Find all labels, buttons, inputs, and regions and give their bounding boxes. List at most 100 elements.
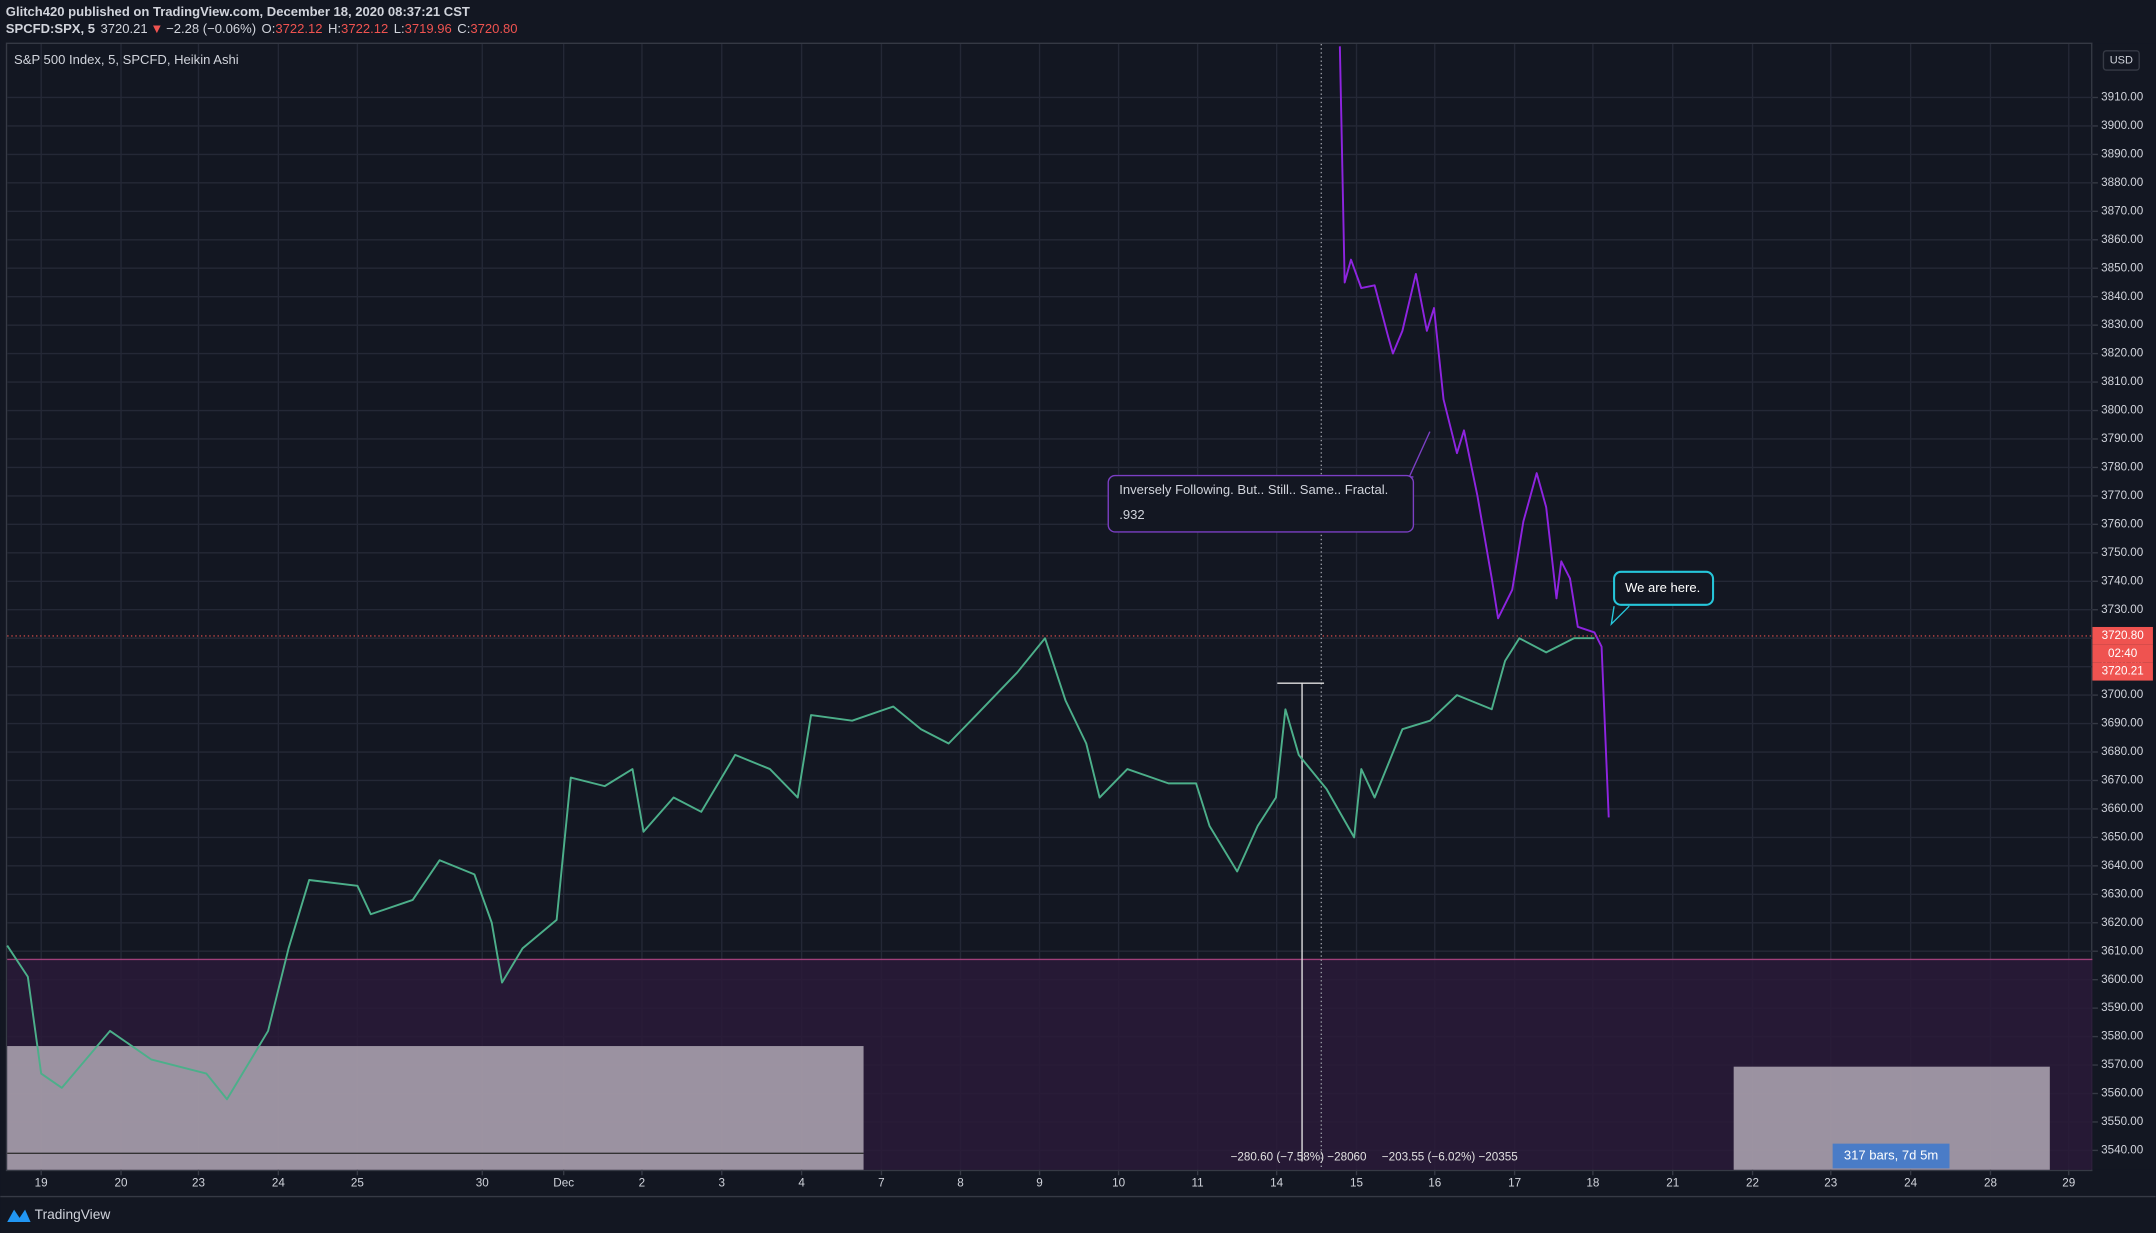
here-box [1613,570,1715,606]
grey-box-left [7,1046,864,1170]
l-value: 3719.96 [405,22,452,37]
y-tick-label: 3830.00 [2101,318,2144,331]
y-tick-label: 3640.00 [2101,859,2144,872]
logo [7,1209,31,1223]
change: −2.28 (−0.06%) [166,22,256,37]
x-tick-label: 24 [1904,1177,1917,1190]
x-tick-label: 19 [35,1177,48,1190]
y-tick-label: 3620.00 [2101,916,2144,929]
y-tick-label: 3610.00 [2101,944,2144,957]
y-tick-label: 3680.00 [2101,745,2144,758]
x-tick-label: 22 [1746,1177,1759,1190]
range-text: 317 bars, 7d 5m [1844,1147,1938,1162]
h-label: H: [328,22,341,37]
x-tick-label: 28 [1984,1177,1997,1190]
y-tick-label: 3630.00 [2101,887,2144,900]
series-layer [6,46,2093,1101]
here-text: We are here. [1625,580,1700,595]
range-box [1832,1143,1950,1169]
x-tick-label: 15 [1350,1177,1363,1190]
x-tick-label: 20 [115,1177,128,1190]
measure-text1: −280.60 (−7.58%) −28060 [1231,1150,1367,1163]
symbol-line: SPCFD:SPX, 5 3720.21 ▼ −2.28 (−0.06%) O:3722… [6,22,518,37]
l-label: L: [394,22,405,37]
last-price-label-box [2092,626,2153,645]
y-tick-label: 3550.00 [2101,1115,2144,1128]
last: 3720.21 [101,22,148,37]
here-pointer [1610,605,1630,627]
y-tick-label: 3580.00 [2101,1030,2144,1043]
note-box [1107,474,1415,533]
y-tick-label: 3660.00 [2101,802,2144,815]
x-tick-label: 4 [798,1177,805,1190]
x-tick-label: 17 [1508,1177,1521,1190]
y-tick-label: 3700.00 [2101,688,2144,701]
x-tick-label: 8 [957,1177,964,1190]
unit-box [2102,50,2140,71]
x-tick-label: 29 [2062,1177,2075,1190]
price-axis [2092,43,2156,1170]
y-tick-label: 3590.00 [2101,1001,2144,1014]
y-tick-label: 3840.00 [2101,290,2144,303]
unit: USD [2110,54,2133,66]
o-value: 3722.12 [275,22,322,37]
y-tick-label: 3570.00 [2101,1058,2144,1071]
symbol: SPCFD:SPX, 5 [6,22,95,37]
note-line1: Inversely Following. But.. Still.. Same.… [1119,482,1388,497]
y-tick-label: 3870.00 [2101,204,2144,217]
h-value: 3722.12 [341,22,388,37]
last-price-label: 3720.80 [2102,629,2145,642]
y-tick-label: 3820.00 [2101,347,2144,360]
y-tick-label: 3760.00 [2101,517,2144,530]
x-tick-label: Dec [553,1177,574,1190]
y-tick-label: 3880.00 [2101,176,2144,189]
x-tick-label: 23 [192,1177,205,1190]
x-tick-label: 10 [1112,1177,1125,1190]
x-tick-label: 21 [1666,1177,1679,1190]
close-price-label: 3720.21 [2102,665,2144,678]
measure-text2: −203.55 (−6.02%) −20355 [1382,1150,1518,1163]
x-tick-label: 16 [1428,1177,1441,1190]
brand: TradingView [35,1207,111,1222]
x-tick-label: 9 [1036,1177,1043,1190]
countdown-label-box [2092,644,2153,663]
y-tick-label: 3770.00 [2101,489,2144,502]
close-price-label-box [2092,662,2153,681]
y-tick-label: 3900.00 [2101,119,2144,132]
price-labels: 3720.80 02:40 3720.21 [2092,626,2153,681]
y-tick-label: 3650.00 [2101,830,2144,843]
countdown-label: 02:40 [2108,647,2138,660]
y-tick-label: 3790.00 [2101,432,2144,445]
y-tick-label: 3740.00 [2101,574,2144,587]
o-label: O: [262,22,276,37]
y-tick-label: 3850.00 [2101,261,2144,274]
y-tick-label: 3730.00 [2101,603,2144,616]
x-tick-label: 11 [1192,1177,1204,1190]
x-tick-label: 3 [719,1177,725,1190]
y-tick-label: 3750.00 [2101,546,2144,559]
y-tick-label: 3600.00 [2101,973,2144,986]
y-tick-label: 3540.00 [2101,1143,2144,1156]
x-tick-label: 7 [878,1177,885,1190]
y-tick-label: 3560.00 [2101,1087,2144,1100]
plot-frame [5,42,2093,1172]
chart-title: S&P 500 Index, 5, SPCFD, Heikin Ashi [14,52,239,67]
x-tick-label: 2 [639,1177,646,1190]
x-tick-label: 24 [272,1177,285,1190]
c-label: C: [457,22,470,37]
y-tick-label: 3810.00 [2101,375,2144,388]
x-tick-label: 30 [476,1177,489,1190]
y-tick-label: 3860.00 [2101,233,2144,246]
y-tick-label: 3890.00 [2101,147,2144,160]
price-line [6,637,1595,1101]
y-tick-label: 3780.00 [2101,461,2144,474]
x-tick-label: 23 [1824,1177,1837,1190]
note-line2: .932 [1119,507,1144,522]
c-value: 3720.80 [470,22,517,37]
y-tick-label: 3800.00 [2101,404,2144,417]
x-tick-label: 18 [1586,1177,1599,1190]
x-tick-label: 14 [1270,1177,1283,1190]
publish-line: Glitch420 published on TradingView.com, … [6,4,470,19]
